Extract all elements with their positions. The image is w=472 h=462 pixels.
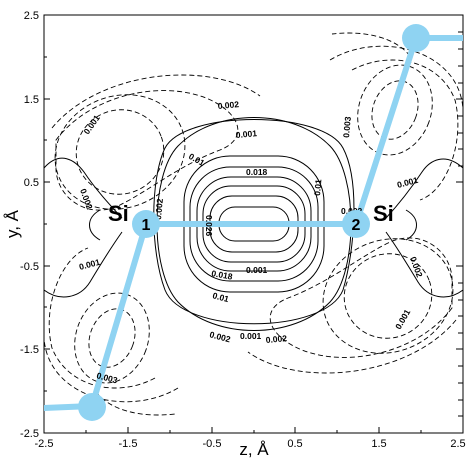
- x-tick-label: 2.5: [450, 438, 465, 450]
- atom-lower-left: [78, 393, 106, 421]
- bond-si1-lower: [89, 221, 149, 409]
- contour-label: 0.002: [153, 198, 165, 220]
- contour-label: 0.018: [211, 268, 234, 282]
- y-tick-label: -1.5: [20, 344, 39, 356]
- x-tick-label: 1.5: [371, 438, 386, 450]
- dashed-contours: [44, 32, 463, 416]
- right-ticks: [456, 31, 463, 417]
- contour-label: 0.002: [217, 99, 239, 111]
- y-tick-label: 0.5: [24, 177, 39, 189]
- y-axis-label: y, Å: [3, 209, 22, 238]
- contour-label: 0.001: [235, 128, 257, 140]
- contour-label: 0.018: [246, 167, 268, 177]
- atom-number-1: 1: [142, 217, 151, 234]
- x-ticks: [43, 427, 464, 433]
- atom-si-2: [342, 210, 370, 238]
- y-tick-label: 1.5: [24, 94, 39, 106]
- contour-label: 0.002: [78, 187, 95, 211]
- atom-label-si-2: Si: [373, 201, 394, 226]
- contour-label: 0.026: [204, 215, 214, 237]
- contour-label: 0.002: [408, 255, 425, 279]
- x-tick-label: 0.5: [287, 438, 302, 450]
- atom-label-si-1: Si: [108, 201, 129, 226]
- bond-si2-upper: [353, 35, 419, 227]
- atoms: 1 2 Si Si: [78, 24, 430, 421]
- atom-si-1: [132, 210, 160, 238]
- y-tick-label: -2.5: [20, 428, 39, 440]
- bonds: [44, 35, 463, 411]
- contour-label: 0.01: [187, 151, 207, 168]
- contour-label: 0.001: [393, 307, 412, 331]
- x-axis-label: z, Å: [239, 440, 269, 459]
- atom-number-2: 2: [352, 217, 361, 234]
- contour-label: 0.01: [312, 179, 323, 197]
- contour-label: 0.003: [341, 116, 353, 138]
- contour-label: 0.002: [208, 329, 231, 344]
- x-tick-label: -0.5: [203, 438, 222, 450]
- contour-label: 0.01: [211, 290, 230, 304]
- contour-label: 0.001: [246, 265, 268, 275]
- atom-upper-right: [402, 24, 430, 52]
- y-tick-label: -0.5: [20, 261, 39, 273]
- y-tick-label: 2.5: [24, 10, 39, 22]
- x-tick-label: -1.5: [119, 438, 138, 450]
- contour-label: 0.001: [240, 331, 262, 341]
- contour-label: 0.002: [265, 333, 287, 345]
- contour-label: 0.001: [396, 175, 419, 190]
- y-ticks: [44, 14, 50, 434]
- contour-label: 0.001: [81, 113, 102, 136]
- x-tick-label: -2.5: [35, 438, 54, 450]
